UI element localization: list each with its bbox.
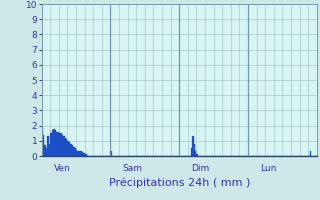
Text: Lun: Lun xyxy=(260,164,276,173)
Bar xyxy=(84,154,86,156)
Bar xyxy=(63,136,65,156)
Bar xyxy=(110,151,112,156)
Bar xyxy=(57,132,59,156)
Bar xyxy=(73,147,75,156)
Text: Ven: Ven xyxy=(53,164,70,173)
Bar xyxy=(80,151,82,156)
Bar xyxy=(43,135,44,156)
Bar xyxy=(68,141,69,156)
Bar xyxy=(83,153,84,156)
Bar xyxy=(44,145,46,156)
Bar xyxy=(82,152,83,156)
Text: Dim: Dim xyxy=(191,164,209,173)
Bar xyxy=(310,151,311,156)
Bar xyxy=(191,148,192,156)
Text: Sam: Sam xyxy=(122,164,142,173)
Bar xyxy=(79,151,80,156)
Bar xyxy=(192,136,194,156)
Bar xyxy=(195,151,196,156)
Bar xyxy=(47,136,49,156)
Bar xyxy=(66,139,68,156)
Bar xyxy=(69,142,70,156)
Bar xyxy=(60,133,62,156)
Bar xyxy=(65,138,66,156)
Bar xyxy=(46,148,47,156)
Bar xyxy=(72,145,73,156)
Bar xyxy=(75,148,76,156)
Bar xyxy=(50,133,52,156)
Bar xyxy=(53,129,54,156)
Bar xyxy=(62,135,63,156)
Bar xyxy=(54,130,56,156)
Bar xyxy=(77,151,79,156)
Bar xyxy=(86,154,87,156)
Bar xyxy=(70,144,72,156)
Text: Précipitations 24h ( mm ): Précipitations 24h ( mm ) xyxy=(108,177,250,188)
Bar xyxy=(76,150,77,156)
Bar xyxy=(52,130,53,156)
Bar xyxy=(56,132,57,156)
Bar xyxy=(42,127,43,156)
Bar xyxy=(194,144,195,156)
Bar xyxy=(196,154,198,156)
Bar xyxy=(49,144,50,156)
Bar xyxy=(59,133,60,156)
